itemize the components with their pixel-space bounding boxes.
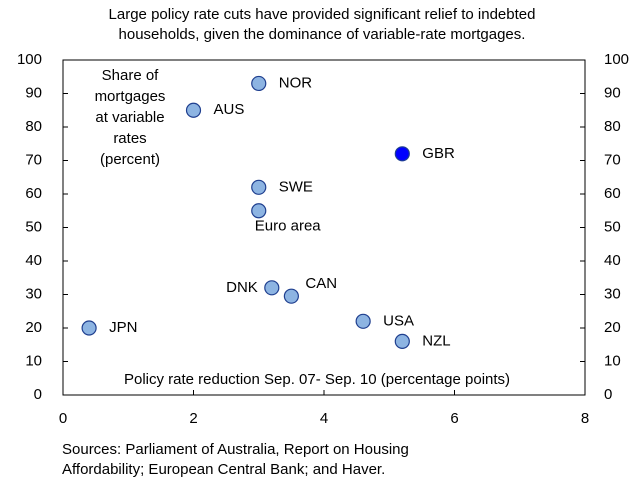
y-axis-label: (percent) [100,151,160,168]
y2-tick-label: 60 [604,185,621,202]
data-point [81,320,97,336]
data-point [185,102,202,118]
point-label: NOR [279,74,313,91]
x-tick-label: 6 [450,410,458,427]
y-tick-label: 70 [25,151,42,168]
y-tick-label: 90 [25,84,42,101]
point-label: USA [383,312,414,329]
y2-tick-label: 100 [604,51,629,68]
point-label: AUS [214,101,245,118]
y-tick-label: 100 [17,51,42,68]
point-label: NZL [422,332,450,349]
data-point [394,333,410,349]
point-label: DNK [226,279,258,296]
y-tick-label: 40 [25,252,42,269]
data-point [355,313,371,329]
y-tick-label: 60 [25,185,42,202]
point-label: JPN [109,319,137,336]
x-tick-label: 8 [581,410,589,427]
point-label: GBR [422,145,455,162]
y2-tick-label: 90 [604,84,621,101]
y2-tick-label: 10 [604,352,621,369]
y2-tick-label: 20 [604,319,621,336]
point-label: SWE [279,178,313,195]
x-tick-label: 4 [320,410,328,427]
point-label: CAN [305,275,337,292]
y-tick-label: 30 [25,285,42,302]
y-tick-label: 20 [25,319,42,336]
data-point [394,146,410,162]
data-point [251,203,267,219]
y-axis-label: mortgages [95,88,166,105]
y2-tick-label: 30 [604,285,621,302]
data-point [251,75,267,92]
chart-title: Large policy rate cuts have provided sig… [109,6,536,23]
y2-tick-label: 50 [604,218,621,235]
y-axis-label: rates [113,130,146,147]
data-point [283,288,299,304]
point-label: Euro area [255,218,322,235]
y-tick-label: 50 [25,218,42,235]
y-axis-label: at variable [95,109,164,126]
chart-title: households, given the dominance of varia… [119,26,526,43]
y2-tick-label: 0 [604,386,612,403]
source-note: Sources: Parliament of Australia, Report… [62,441,409,458]
y-axis-label: Share of [102,67,160,84]
x-tick-label: 2 [189,410,197,427]
y-tick-label: 80 [25,118,42,135]
y2-tick-label: 40 [604,252,621,269]
y-tick-label: 0 [34,386,42,403]
y2-tick-label: 80 [604,118,621,135]
y2-tick-label: 70 [604,151,621,168]
source-note: Affordability; European Central Bank; an… [62,461,385,478]
x-tick-label: 0 [59,410,67,427]
y-tick-label: 10 [25,352,42,369]
data-point [264,280,280,296]
data-point [251,179,267,195]
x-axis-label: Policy rate reduction Sep. 07- Sep. 10 (… [124,371,510,388]
